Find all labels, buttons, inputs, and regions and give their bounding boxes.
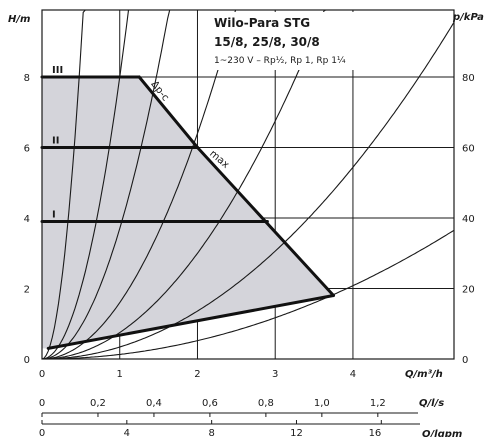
x-tick-label: 4 — [350, 369, 356, 380]
secondary-x-ticks: 0 0,2 0,4 0,6 0,8 1,0 1,2 0 4 8 12 16 — [39, 398, 386, 437]
lgpm-tick-label: 16 — [369, 428, 382, 437]
min-curve — [46, 294, 335, 350]
series-label-I: I — [52, 210, 56, 221]
chart-title: Wilo-Para STG — [214, 16, 310, 30]
ls-tick-label: 0,8 — [258, 398, 274, 409]
y-left-tick-label: 4 — [24, 214, 30, 225]
y-right-tick-label: 80 — [462, 73, 475, 84]
system-curves — [41, 9, 455, 360]
lgpm-tick-label: 8 — [208, 428, 214, 437]
ls-tick-label: 1,2 — [370, 398, 386, 409]
series-label-II: II — [52, 135, 59, 146]
chart-note: 1~230 V – Rp½, Rp 1, Rp 1¼ — [214, 56, 346, 66]
series-line-max — [196, 146, 335, 297]
x-axis-label-lgpm: Q/lgpm — [422, 429, 462, 437]
system-curve — [42, 229, 455, 360]
system-curve — [41, 9, 171, 360]
ls-tick-label: 1,0 — [314, 398, 330, 409]
ls-tick-label: 0,2 — [90, 398, 106, 409]
lgpm-tick-label: 12 — [290, 428, 303, 437]
system-curve — [42, 22, 455, 360]
x-tick-label: 0 — [39, 369, 45, 380]
ls-tick-label: 0,6 — [202, 398, 218, 409]
y-right-label: p/kPa — [452, 12, 484, 23]
series-label-III: III — [52, 65, 63, 76]
y-left-tick-label: 2 — [24, 284, 30, 295]
x-tick-label: 1 — [117, 369, 123, 380]
y-right-tick-label: 40 — [462, 214, 475, 225]
y-left-label: H/m — [8, 14, 30, 25]
lgpm-tick-label: 4 — [124, 428, 130, 437]
system-curve — [41, 9, 130, 360]
y-right-tick-label: 60 — [462, 143, 475, 154]
series-line-pc — [137, 75, 199, 149]
lgpm-tick-label: 0 — [39, 428, 45, 437]
title-box — [212, 12, 380, 70]
system-curve — [42, 9, 327, 360]
ls-tick-label: 0,4 — [146, 398, 162, 409]
chart-subtitle: 15/8, 25/8, 30/8 — [214, 35, 320, 49]
y-right-tick-label: 0 — [462, 355, 468, 366]
y-left-tick-label: 8 — [24, 73, 30, 84]
x-axis-label-ls: Q/l/s — [419, 398, 444, 409]
x-tick-label: 2 — [194, 369, 200, 380]
system-curve — [42, 9, 237, 360]
x-axis-label-m3h: Q/m³/h — [405, 369, 443, 380]
y-left-tick-label: 0 — [24, 355, 30, 366]
y-right-tick-label: 20 — [462, 284, 475, 295]
ls-tick-label: 0 — [39, 398, 45, 409]
operating-area — [42, 77, 334, 349]
y-left-tick-label: 6 — [24, 143, 30, 154]
plot-frame — [41, 9, 455, 360]
x-tick-label: 3 — [272, 369, 278, 380]
